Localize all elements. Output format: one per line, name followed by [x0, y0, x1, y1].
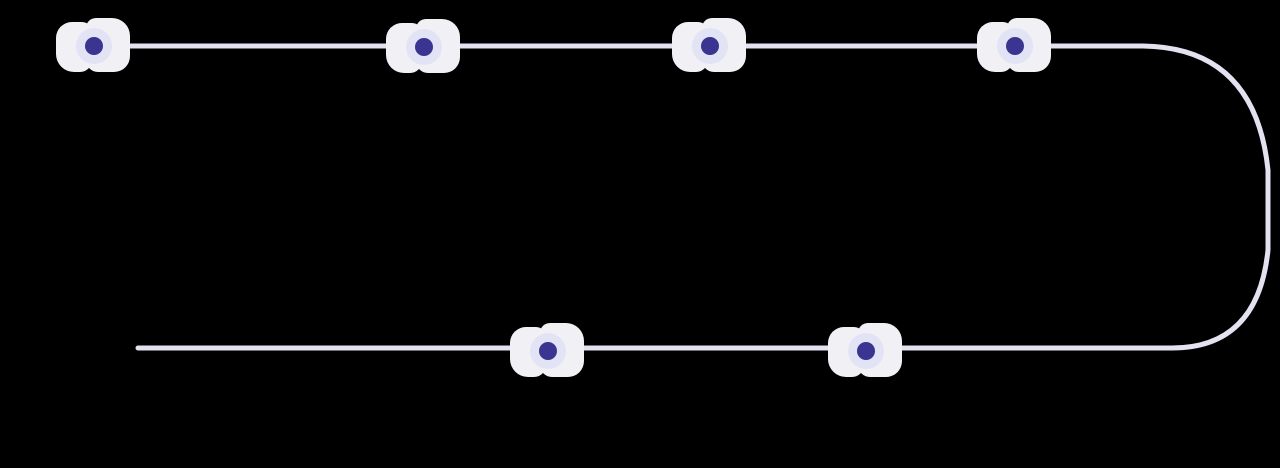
node-dot: [539, 342, 557, 360]
timeline-node-4[interactable]: [975, 16, 1055, 76]
timeline-node-3[interactable]: [670, 16, 750, 76]
track-path: [97, 43, 1271, 351]
node-dot: [85, 37, 103, 55]
timeline-node-1[interactable]: [54, 16, 134, 76]
timeline-node-5[interactable]: [508, 321, 588, 381]
node-dot: [415, 38, 433, 56]
timeline-node-2[interactable]: [384, 17, 464, 77]
node-dot: [857, 342, 875, 360]
node-dot: [1006, 37, 1024, 55]
timeline-node-6[interactable]: [826, 321, 906, 381]
node-dot: [701, 37, 719, 55]
